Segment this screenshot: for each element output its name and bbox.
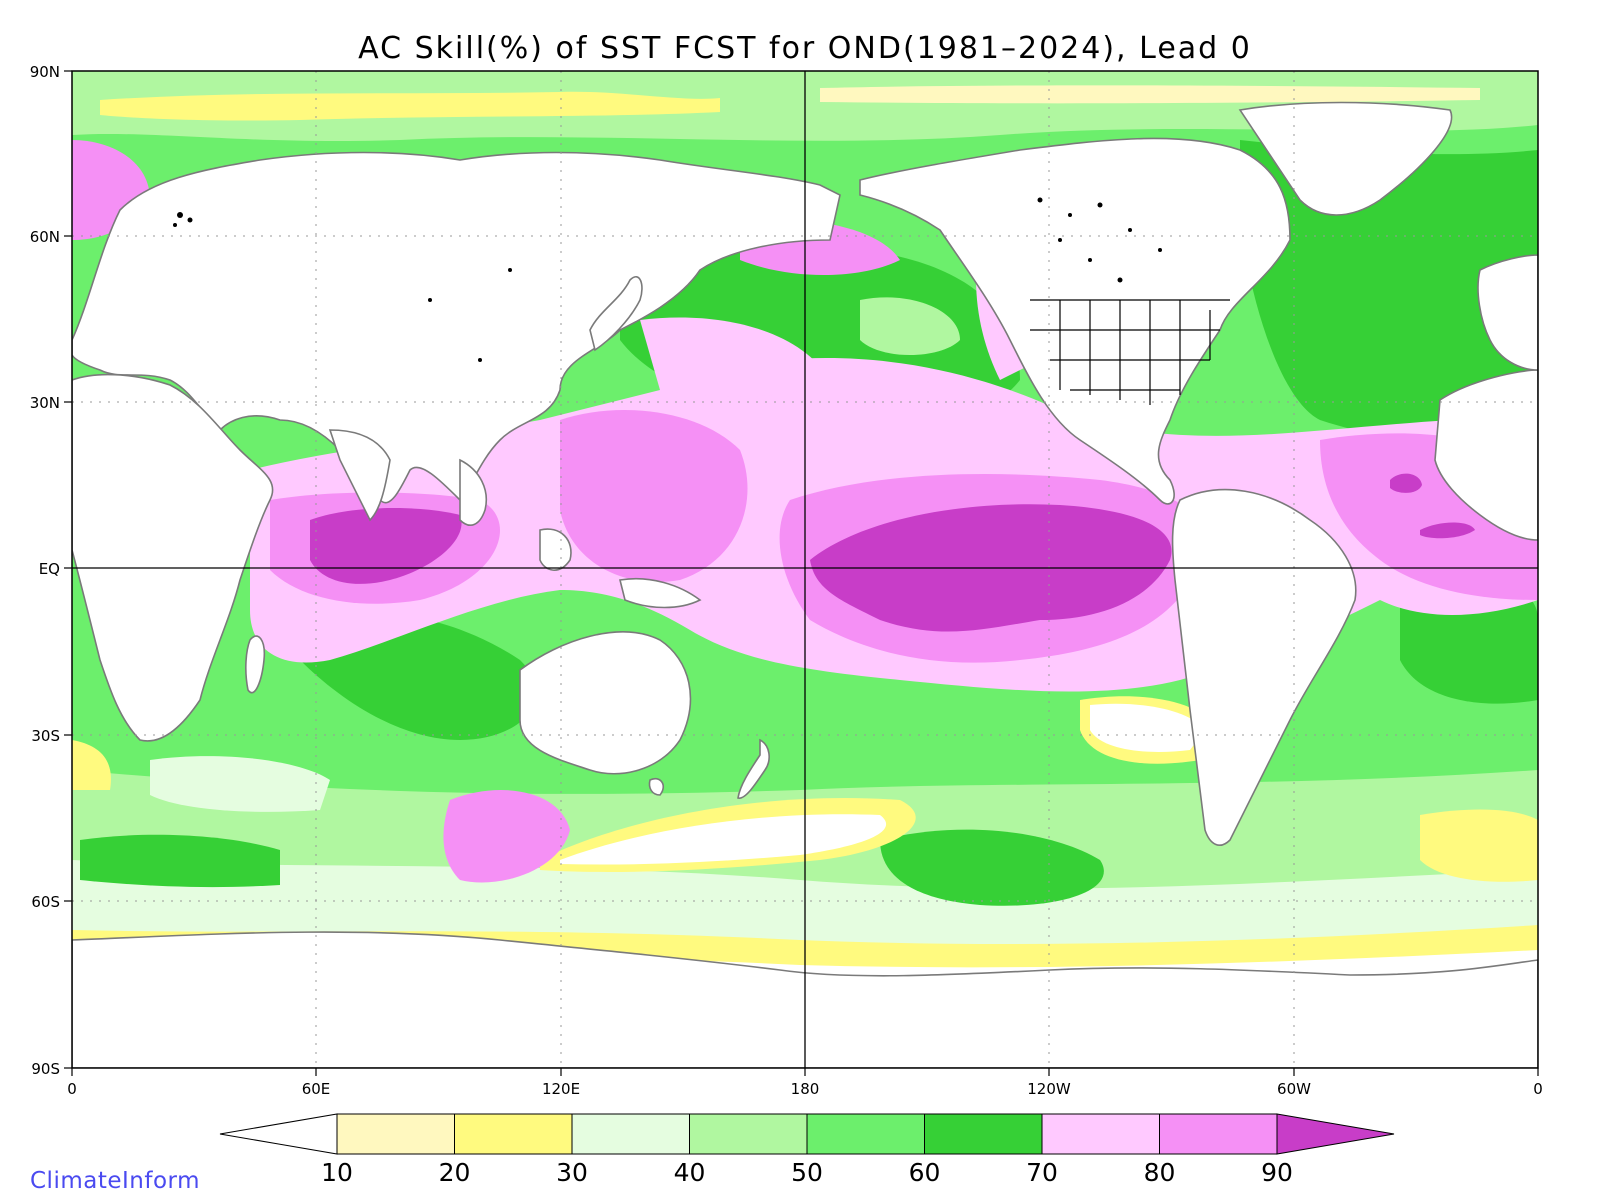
arctic-yellow: [100, 91, 720, 121]
land-newguinea: [619, 577, 702, 609]
south-atl-yellow: [1420, 809, 1538, 882]
gridlines: [72, 71, 1538, 1068]
colorbar-label: 70: [1026, 1158, 1058, 1187]
land-australia: [519, 631, 692, 775]
lat-label-60s: 60S: [31, 893, 60, 911]
colorbar-cell: [1041, 1113, 1160, 1155]
lon-label-180: 180: [791, 1080, 820, 1098]
lon-labels: 0 60E 120E 180 120W 60W 0: [67, 1080, 1543, 1098]
lat-label-30n: 30N: [30, 394, 60, 412]
land-newzealand: [737, 738, 770, 799]
land-madagascar: [245, 635, 266, 694]
land-borneo: [539, 528, 572, 571]
us-state-boundaries: [1030, 299, 1230, 405]
colorbar-triangle-low: [219, 1113, 338, 1155]
lon-label-120e: 120E: [542, 1080, 580, 1098]
lat-label-60n: 60N: [30, 228, 60, 246]
land-south-america: [1171, 488, 1357, 846]
axis-ticks: [64, 70, 1539, 1076]
land-north-america: [859, 137, 1291, 505]
land-greenland: [1238, 101, 1453, 216]
colorbar-cell: [924, 1113, 1043, 1155]
colorbar-label: 20: [439, 1158, 471, 1187]
south-indian-light: [150, 756, 330, 812]
colorbar: 10 20 30 40 50 60 70 80 90: [219, 1113, 1395, 1187]
indian-purple: [310, 508, 462, 584]
land-africa: [72, 373, 274, 742]
lakes: [173, 197, 1162, 362]
spac-green: [880, 829, 1104, 906]
land-seasia: [459, 458, 487, 526]
land-india: [328, 429, 391, 522]
center-lines: [72, 71, 1538, 1068]
spac-white: [1090, 703, 1205, 752]
sio-pink: [443, 790, 570, 883]
colorbar-cell: [1159, 1113, 1278, 1155]
colorbar-label: 10: [321, 1158, 353, 1187]
lon-label-0: 0: [67, 1080, 77, 1098]
land-west-africa-right: [1434, 369, 1538, 541]
lat-label-90s: 90S: [31, 1060, 60, 1078]
colorbar-cell: [689, 1113, 808, 1155]
wpac-magenta: [560, 410, 748, 582]
colorbar-cell: [454, 1113, 573, 1155]
lat-label-eq: EQ: [39, 560, 60, 578]
colorbar-label: 50: [791, 1158, 823, 1187]
npac-lightgreen: [860, 297, 960, 355]
colorbar-cell: [571, 1113, 690, 1155]
land-eurasia: [72, 151, 841, 504]
credit-text: ClimateInform: [30, 1168, 200, 1194]
atl-purple-1: [1390, 473, 1422, 493]
npac-pink: [640, 317, 830, 397]
colorbar-triangle-high: [1276, 1113, 1395, 1155]
lat-label-90n: 90N: [30, 63, 60, 81]
sio-green: [80, 834, 280, 888]
skill-shading: [72, 71, 1538, 1068]
sw-indian-yellow: [72, 740, 111, 790]
colorbar-cell: [336, 1113, 455, 1155]
arctic-yellow-2: [820, 85, 1480, 104]
colorbar-label: 80: [1144, 1158, 1176, 1187]
lat-label-30s: 30S: [31, 727, 60, 745]
colorbar-label: 30: [556, 1158, 588, 1187]
lat-labels: 90N 60N 30N EQ 30S 60S 90S: [30, 63, 60, 1078]
atl-purple-2: [1420, 522, 1475, 539]
land-japan: [589, 275, 643, 352]
lon-label-120w: 120W: [1027, 1080, 1071, 1098]
lon-label-60e: 60E: [302, 1080, 331, 1098]
lon-label-0-east: 0: [1533, 1080, 1543, 1098]
land-tasmania: [648, 777, 665, 796]
colorbar-label: 90: [1261, 1158, 1293, 1187]
map-title: AC Skill(%) of SST FCST for OND(1981–202…: [358, 31, 1252, 66]
colorbar-cell: [806, 1113, 925, 1155]
natl-green: [1240, 140, 1538, 444]
land-europe-right: [1477, 254, 1538, 371]
colorbar-label: 60: [909, 1158, 941, 1187]
lon-label-60w: 60W: [1277, 1080, 1311, 1098]
colorbar-label: 40: [674, 1158, 706, 1187]
